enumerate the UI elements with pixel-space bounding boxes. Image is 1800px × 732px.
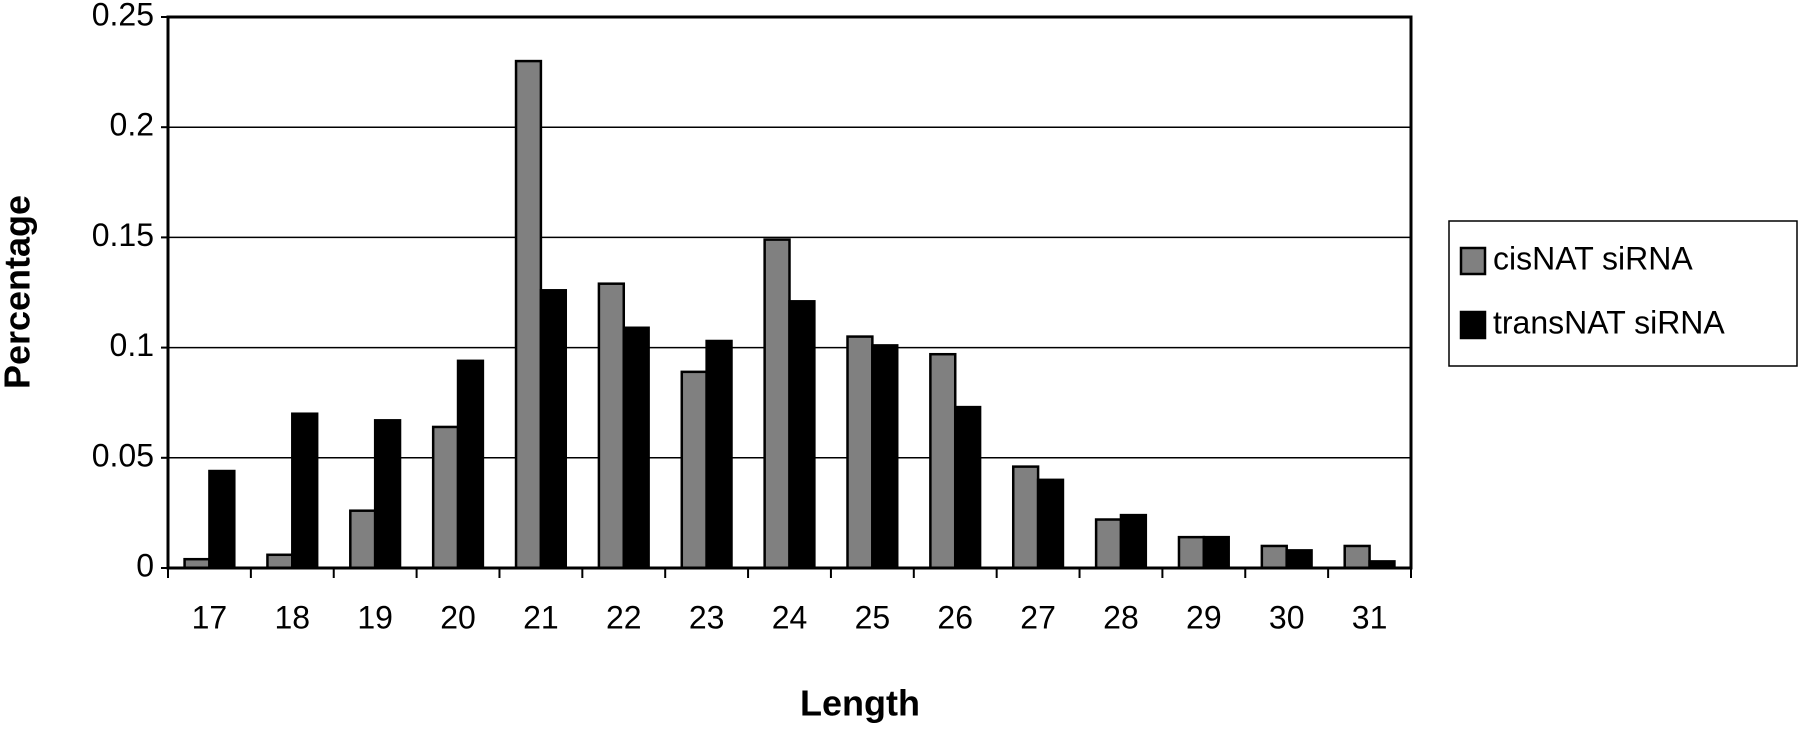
bar	[871, 344, 899, 570]
x-tick-label: 26	[937, 599, 973, 635]
bar	[846, 335, 874, 570]
x-tick-label: 17	[192, 599, 228, 635]
bar	[373, 419, 402, 570]
bar	[456, 359, 485, 570]
x-axis-label: Length	[800, 683, 920, 724]
bar	[1202, 535, 1230, 570]
bar	[622, 326, 650, 570]
x-tick-label: 29	[1186, 599, 1222, 635]
bar	[514, 59, 543, 570]
y-tick-label: 0.15	[92, 217, 154, 253]
x-tick-label: 27	[1020, 599, 1056, 635]
legend-label: transNAT siRNA	[1493, 304, 1725, 340]
bar	[705, 339, 733, 570]
bar	[539, 289, 568, 570]
x-tick-label: 19	[357, 599, 393, 635]
plot-frame	[166, 15, 1413, 570]
bar	[266, 553, 294, 570]
x-tick-label: 22	[606, 599, 642, 635]
x-tick-label: 30	[1269, 599, 1305, 635]
legend-swatch	[1459, 310, 1487, 340]
bar	[953, 405, 982, 570]
bar	[1036, 478, 1065, 570]
x-tick-label: 23	[689, 599, 725, 635]
bar	[349, 509, 377, 570]
y-tick-label: 0.1	[110, 327, 154, 363]
y-axis-label: Percentage	[0, 195, 38, 389]
bar	[1094, 518, 1123, 570]
bar	[929, 352, 957, 570]
bar	[431, 425, 460, 570]
legend-label: cisNAT siRNA	[1493, 240, 1693, 276]
bar	[788, 300, 816, 570]
y-tick-label: 0.25	[92, 0, 154, 32]
bar	[1119, 513, 1148, 570]
bar	[597, 282, 626, 570]
bar	[680, 370, 708, 570]
x-tick-label: 25	[855, 599, 891, 635]
legend-swatch	[1459, 246, 1487, 276]
bar	[1285, 549, 1313, 570]
bar	[1260, 544, 1288, 570]
y-tick-label: 0	[136, 547, 154, 583]
bar	[208, 469, 236, 570]
x-tick-label: 28	[1103, 599, 1139, 635]
bar	[763, 238, 791, 570]
bar	[1011, 465, 1040, 570]
bar	[1343, 544, 1371, 570]
x-tick-label: 20	[440, 599, 476, 635]
x-tick-label: 31	[1352, 599, 1388, 635]
y-tick-label: 0.05	[92, 437, 154, 473]
y-tick-label: 0.2	[110, 107, 154, 143]
x-tick-label: 24	[772, 599, 808, 635]
x-tick-label: 21	[523, 599, 559, 635]
bar	[1177, 535, 1206, 570]
bar	[291, 412, 319, 570]
legend-box	[1448, 220, 1798, 367]
x-tick-label: 18	[275, 599, 311, 635]
